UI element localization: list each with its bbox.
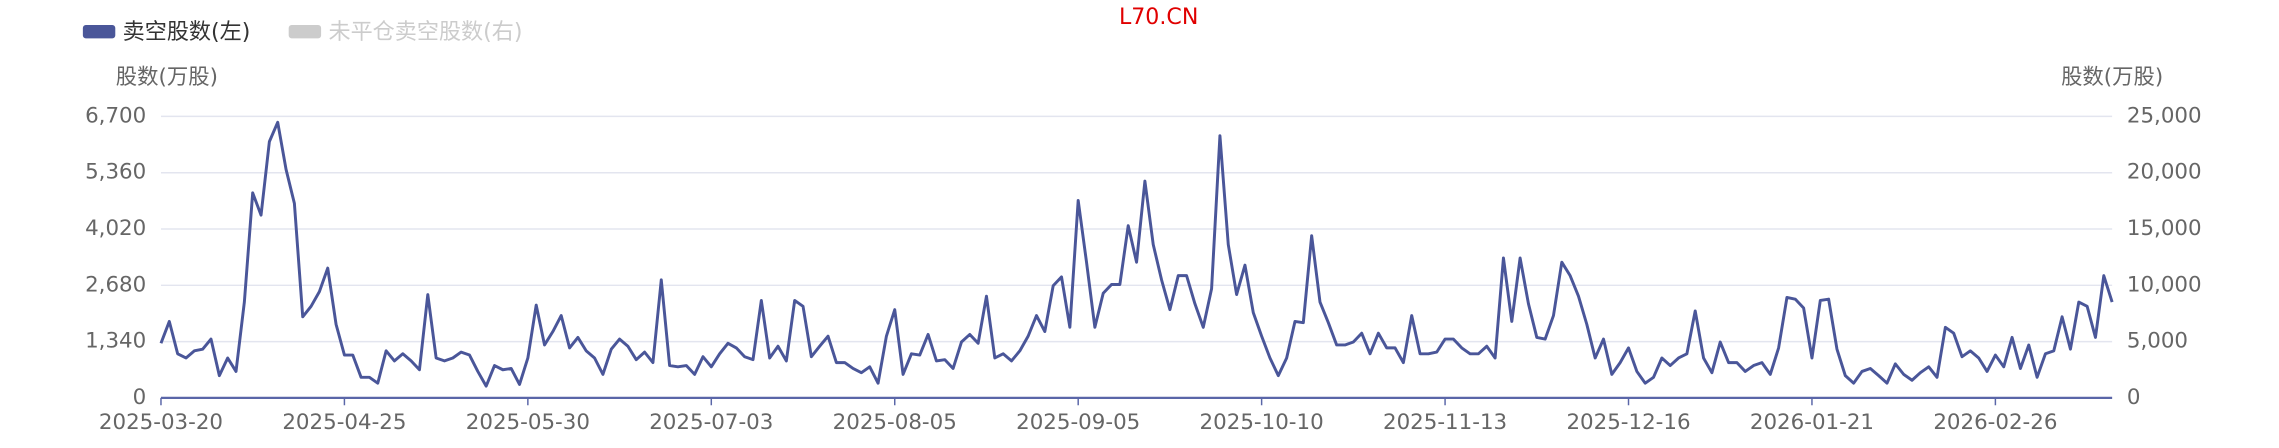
data-line [159,120,2114,388]
y2-tick-label: 20,000 [2127,160,2202,185]
y2-tick-label: 15,000 [2127,216,2202,241]
x-tick-label: 2026-02-26 [1933,410,2057,435]
x-tick-label: 2025-04-25 [282,410,406,435]
y-tick-label: 5,360 [85,160,146,185]
x-tick-label: 2025-09-05 [1016,410,1140,435]
chart-title: L70.CN [1119,4,1198,30]
x-tick-label: 2025-11-13 [1383,410,1507,435]
x-tick-label: 2025-07-03 [649,410,773,435]
x-tick-label: 2025-03-20 [99,410,223,435]
y-tick-label: 1,340 [85,329,146,354]
x-tick-label: 2025-12-16 [1566,410,1690,435]
x-tick-label: 2025-10-10 [1200,410,1324,435]
y2-tick-label: 10,000 [2127,272,2202,297]
legend-label[interactable]: 未平仓卖空股数(右) [328,19,522,45]
y2-axis-title: 股数(万股) [2061,65,2163,90]
legend-swatch[interactable] [82,25,116,39]
x-tick-label: 2025-08-05 [833,410,957,435]
y-tick-label: 4,020 [85,216,146,241]
y-tick-label: 0 [133,385,147,410]
y2-tick-label: 0 [2127,385,2141,410]
y2-tick-label: 25,000 [2127,103,2202,128]
y-tick-label: 2,680 [85,272,146,297]
x-tick-label: 2025-05-30 [466,410,590,435]
legend-label[interactable]: 卖空股数(左) [123,19,251,45]
y-axis-title: 股数(万股) [116,65,218,90]
y2-tick-label: 5,000 [2127,329,2188,354]
x-tick-label: 2026-01-21 [1750,410,1874,435]
legend-swatch[interactable] [288,25,322,39]
y-tick-label: 6,700 [85,103,146,128]
